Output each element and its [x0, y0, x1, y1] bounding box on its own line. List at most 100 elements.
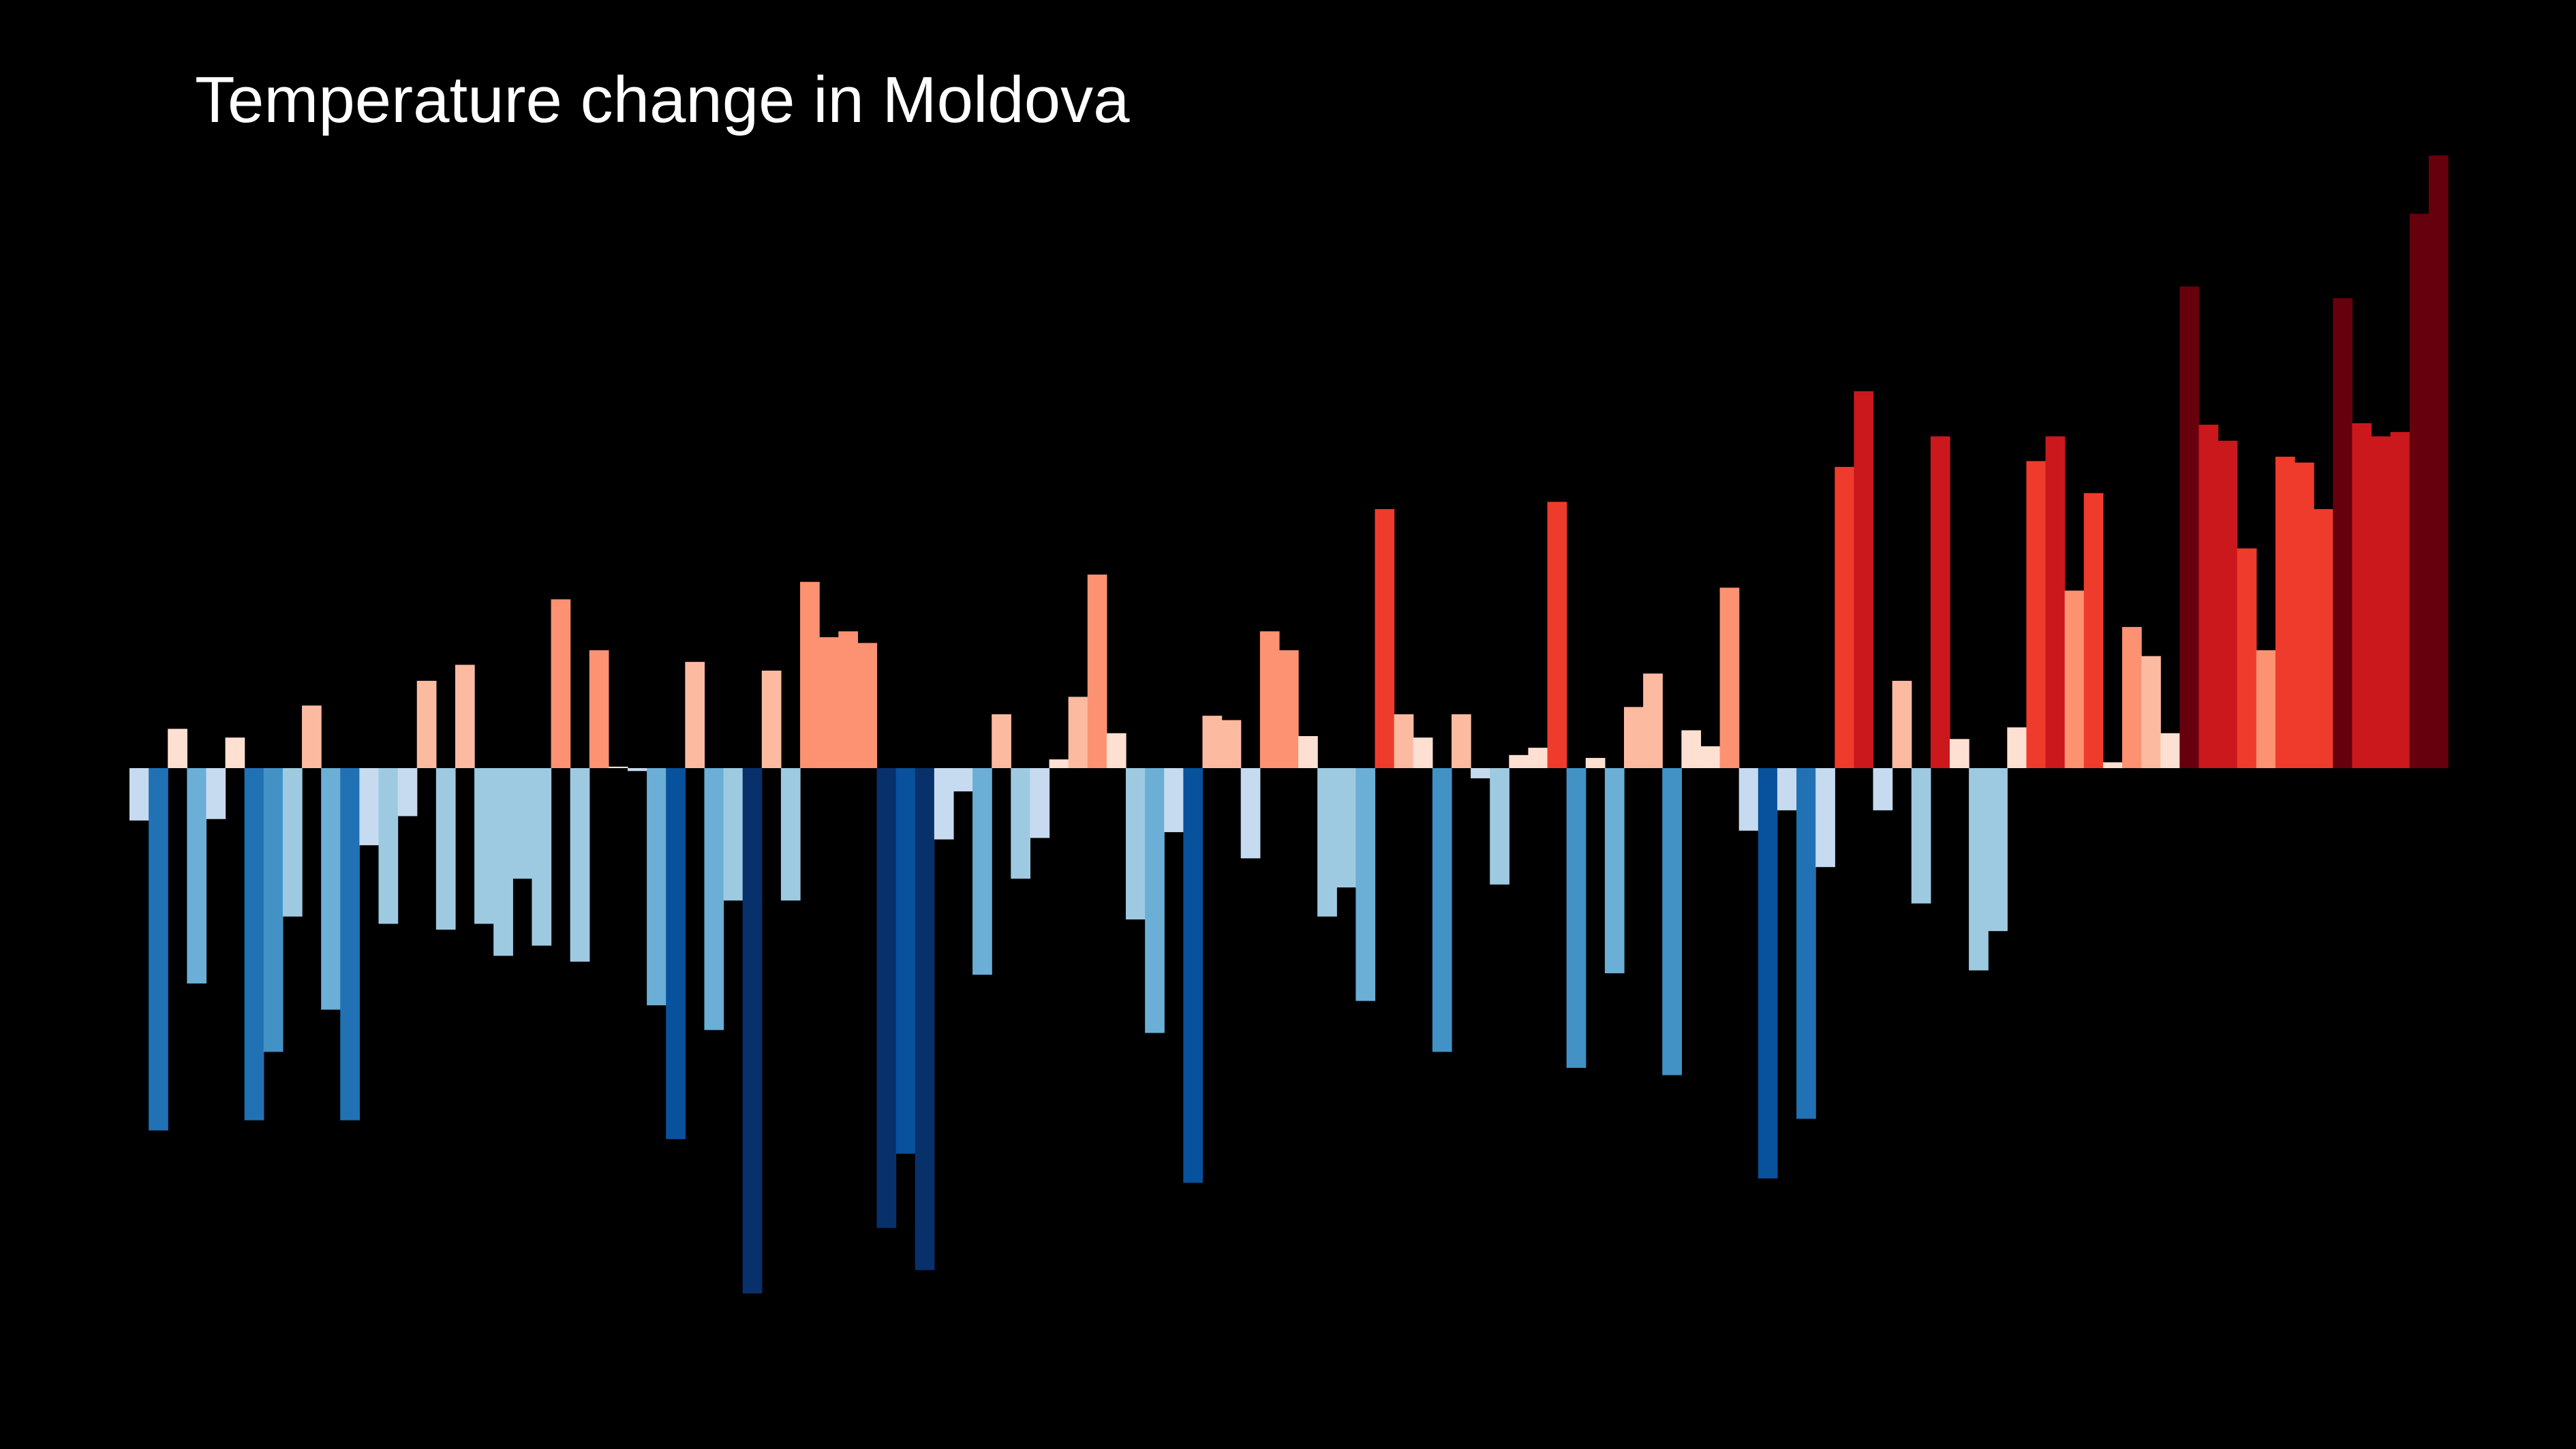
bar	[666, 768, 686, 1140]
bar	[551, 599, 571, 768]
bar	[2102, 762, 2123, 768]
bar	[876, 768, 897, 1228]
bar	[129, 768, 149, 821]
bar	[263, 768, 283, 1052]
bar	[1317, 768, 1337, 917]
bar	[704, 768, 724, 1031]
bar	[608, 766, 628, 769]
bar	[1796, 768, 1816, 1119]
bar	[1049, 759, 1069, 768]
bar	[1604, 768, 1625, 974]
bar	[340, 768, 360, 1120]
bar	[1068, 697, 1088, 768]
bar	[1106, 733, 1126, 768]
bar	[1988, 768, 2008, 932]
bar	[2314, 508, 2333, 768]
bar	[1547, 502, 1567, 768]
bar	[1278, 650, 1299, 769]
bar	[206, 768, 226, 819]
bar	[1528, 748, 1548, 768]
bar	[780, 768, 801, 901]
bar	[1202, 716, 1223, 768]
bar	[302, 705, 322, 768]
bar	[1854, 391, 1874, 768]
bar	[819, 637, 839, 768]
bar	[1643, 673, 1663, 769]
bar	[1566, 768, 1586, 1068]
bar	[1509, 754, 1529, 768]
bar	[2237, 548, 2257, 768]
bar	[455, 665, 475, 768]
bar	[1030, 768, 1050, 838]
bar	[742, 768, 763, 1294]
bar	[972, 768, 992, 975]
bar	[992, 714, 1011, 769]
bar	[359, 768, 380, 846]
bar	[1949, 739, 1969, 768]
chart-title: Temperature change in Moldova	[195, 63, 1130, 136]
bar	[1259, 631, 1280, 768]
bar	[1375, 508, 1395, 768]
bar	[1662, 768, 1682, 1076]
bar	[2160, 733, 2180, 768]
bar	[2371, 436, 2391, 768]
bar	[2218, 440, 2238, 769]
bar	[1221, 720, 1242, 768]
bar	[1164, 768, 1184, 832]
bar	[244, 768, 264, 1120]
bar	[2256, 650, 2276, 769]
bar	[723, 768, 743, 901]
bar	[2026, 461, 2046, 768]
bar	[474, 768, 494, 924]
bar	[2045, 436, 2066, 768]
bar	[1183, 768, 1203, 1183]
bar	[685, 662, 705, 768]
bar	[2352, 423, 2372, 768]
bar	[1719, 588, 1740, 768]
bar	[1738, 768, 1759, 831]
bar	[168, 729, 187, 769]
bar-series	[129, 155, 2449, 1294]
bar	[225, 737, 245, 768]
bar	[1490, 768, 1509, 885]
bar	[1758, 768, 1778, 1179]
bar	[570, 768, 590, 962]
bar	[1892, 680, 1912, 768]
bar	[1777, 768, 1797, 810]
bar	[953, 768, 973, 792]
bar	[1835, 467, 1855, 768]
bar	[435, 768, 456, 930]
bar	[1873, 768, 1893, 810]
bar	[1087, 575, 1107, 768]
bar	[2295, 462, 2314, 768]
bar	[800, 581, 820, 768]
bar	[838, 631, 858, 768]
bar	[2122, 626, 2142, 768]
bar	[1624, 707, 1644, 768]
bar	[1394, 714, 1414, 769]
bar	[2409, 213, 2429, 768]
bar	[532, 768, 552, 946]
bar	[187, 768, 207, 983]
bar	[857, 643, 878, 768]
bar	[1911, 768, 1931, 904]
bar	[761, 670, 782, 768]
bar	[1355, 768, 1376, 1001]
bar	[1451, 714, 1471, 769]
bar	[493, 768, 513, 956]
bar	[1413, 737, 1433, 768]
bar	[1930, 436, 1950, 768]
bar	[1145, 768, 1165, 1033]
bar	[2141, 656, 2161, 769]
bar	[915, 768, 935, 1270]
bar	[1969, 768, 1989, 971]
bar	[416, 680, 437, 768]
bar	[2007, 727, 2027, 768]
bar	[2198, 425, 2219, 768]
bar	[2064, 590, 2085, 768]
bar	[512, 768, 533, 879]
bar	[1240, 768, 1261, 859]
bar	[282, 768, 303, 917]
bar	[321, 768, 341, 1010]
